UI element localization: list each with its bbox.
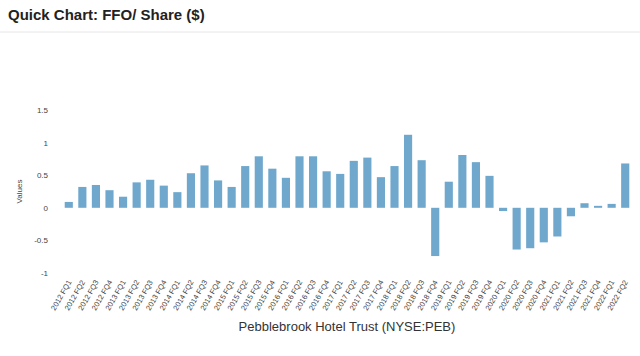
y-axis-label: Values (15, 180, 24, 204)
bar (241, 166, 249, 208)
bar (133, 182, 141, 207)
bar (92, 185, 100, 208)
bar (105, 190, 113, 208)
bar (472, 162, 480, 208)
y-tick-label: -1 (41, 269, 49, 278)
bar (608, 204, 616, 208)
bar (513, 208, 521, 250)
bar (228, 187, 236, 208)
bar (390, 166, 398, 208)
bar (295, 156, 303, 208)
bar (160, 186, 168, 208)
title: Quick Chart: FFO/ Share ($) (8, 6, 205, 23)
bar (119, 197, 127, 208)
bar (78, 187, 86, 208)
bar (255, 156, 263, 208)
bar (377, 177, 385, 208)
title-rule (0, 32, 640, 33)
bar (323, 171, 331, 208)
bar (187, 173, 195, 208)
bar (445, 182, 453, 208)
bar (336, 174, 344, 208)
bar (65, 202, 73, 208)
bar (540, 208, 548, 243)
bars (65, 135, 630, 256)
bar (621, 163, 629, 207)
y-tick-label: -0.5 (34, 236, 48, 245)
bar (580, 203, 588, 208)
x-axis-label: Pebblebrook Hotel Trust (NYSE:PEB) (239, 319, 456, 334)
bar (173, 192, 181, 208)
bar (268, 169, 276, 208)
bar (499, 208, 507, 211)
bar (350, 161, 358, 208)
bar (146, 180, 154, 208)
bar (200, 165, 208, 207)
x-tick-label: 2022 FQ2 (605, 279, 629, 312)
y-tick-label: 0.5 (37, 171, 49, 180)
bar (282, 178, 290, 208)
bar (363, 158, 371, 208)
bar (485, 176, 493, 208)
y-tick-label: 1 (44, 139, 49, 148)
chart: Quick Chart: FFO/ Share ($) -1 -0.5 0 0.5 1 1.… (0, 0, 640, 356)
bar (309, 156, 317, 208)
bar (526, 208, 534, 248)
bar (458, 155, 466, 208)
y-tick-label: 0 (44, 204, 49, 213)
bar (594, 206, 602, 208)
bar (418, 160, 426, 208)
bar (431, 208, 439, 256)
y-tick-label: 1.5 (37, 106, 49, 115)
bar (567, 208, 575, 216)
bar (553, 208, 561, 237)
bar (214, 180, 222, 207)
bar (404, 135, 412, 208)
